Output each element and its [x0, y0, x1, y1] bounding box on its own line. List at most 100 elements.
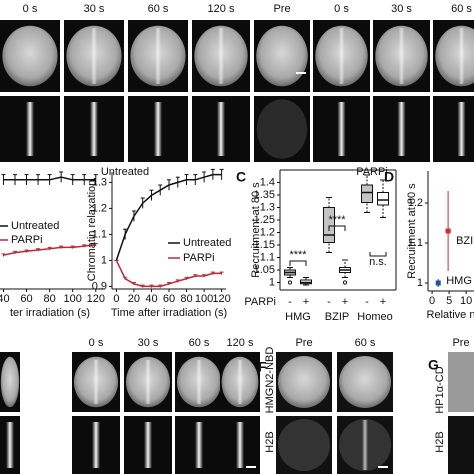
scale-bar [296, 72, 306, 74]
image-cell [433, 96, 474, 162]
image-header: 30 s [138, 337, 159, 349]
image-header: 0 s [334, 3, 349, 15]
nucleus [278, 356, 330, 408]
y-tick-label: 1.35 [254, 189, 275, 201]
y-tick-label: 1.1 [408, 237, 423, 249]
stripe [154, 102, 162, 156]
x-tick-label: 120 [212, 293, 230, 305]
row-tick: - [327, 296, 331, 308]
stripe [196, 360, 202, 404]
y-tick-label: 1.1 [92, 228, 107, 240]
stripe [458, 28, 465, 84]
row-tick: - [365, 296, 369, 308]
stripe [26, 102, 34, 156]
point [445, 228, 451, 234]
x-tick-label: Homeo [357, 311, 392, 323]
stripe [93, 360, 99, 404]
legend-label: PARPi [11, 234, 43, 246]
nucleus [0, 356, 20, 408]
x-tick-label: 40 [0, 293, 10, 305]
significance-bracket [328, 225, 346, 231]
x-tick-label: 120 [87, 293, 105, 305]
row-label: HP1α-CD [434, 366, 446, 413]
significance: **** [328, 214, 346, 226]
row-tick: + [303, 296, 309, 308]
x-tick-label: 100 [195, 293, 213, 305]
legend-label: Untreated [11, 220, 59, 232]
legend-label: PARPi [183, 252, 215, 264]
y-tick-label: 0.9 [92, 280, 107, 292]
legend-label: Untreated [183, 237, 231, 249]
stripe [337, 102, 346, 156]
y-tick-label: 1 [417, 277, 423, 289]
significance-bracket [289, 260, 307, 266]
x-tick-label: HMG [285, 311, 311, 323]
y-tick-label: 1.05 [254, 264, 275, 276]
image-header: 0 s [23, 3, 38, 15]
outlier [287, 280, 293, 285]
nucleus [256, 25, 308, 87]
panel-letter: F [258, 359, 267, 375]
x-axis-label: ter irradiation (s) [10, 307, 90, 319]
x-tick-label: 5 [446, 295, 452, 307]
point [435, 280, 441, 286]
image-header: 60 s [355, 337, 376, 349]
stripe [144, 422, 152, 468]
box [377, 192, 389, 206]
stripe [237, 360, 243, 404]
row-label: H2B [434, 431, 446, 452]
x-tick-label: 0 [429, 295, 435, 307]
group-label: Untreated [101, 166, 149, 178]
image-header: 30 s [84, 3, 105, 15]
y-tick-label: 1.3 [92, 176, 107, 188]
scale-bar [378, 466, 388, 468]
x-tick-label: 10 [460, 295, 472, 307]
image-cell [448, 416, 474, 474]
x-tick-label: 20 [128, 293, 140, 305]
panel-letter: D [384, 169, 394, 185]
row-tick: + [342, 296, 348, 308]
x-tick-label: 60 [163, 293, 175, 305]
stripe [6, 422, 14, 468]
scale-bar [246, 466, 256, 468]
stripe [217, 102, 225, 156]
stripe [145, 360, 151, 404]
x-tick-label: 80 [43, 293, 55, 305]
y-tick-label: 1.1 [260, 251, 275, 263]
x-axis-label: Time after irradiation (s) [111, 307, 227, 319]
stripe [218, 28, 224, 84]
micrographs [0, 20, 474, 474]
panel-letter: C [236, 169, 246, 185]
stripe [397, 102, 406, 156]
stripe [338, 28, 345, 84]
y-tick-label: 1.15 [254, 239, 275, 251]
outlier [342, 280, 348, 285]
stripe [155, 28, 161, 84]
image-header: 60 s [189, 337, 210, 349]
significance: n.s. [369, 256, 387, 268]
point-label: HMG [446, 275, 472, 287]
y-axis-label: Recruitment at 80 s [250, 182, 262, 278]
row-label: PARPi [244, 296, 276, 308]
x-tick-label: 40 [145, 293, 157, 305]
image-header: Pre [273, 3, 290, 15]
stripe [195, 422, 203, 468]
stripe [92, 422, 100, 468]
row-label: HMGN2-NBD [264, 347, 276, 414]
image-header: Pre [295, 337, 312, 349]
row-label: H2B [264, 431, 276, 452]
nucleus [256, 99, 308, 159]
image-header: 0 s [89, 337, 104, 349]
x-tick-label: BZIP [325, 311, 349, 323]
stripe [91, 28, 97, 84]
y-tick-label: 1.2 [92, 202, 107, 214]
image-header: 60 s [451, 3, 472, 15]
x-tick-label: 60 [20, 293, 32, 305]
stripe [398, 28, 405, 84]
point-label: BZI [456, 235, 473, 247]
box [323, 207, 335, 243]
stripe [236, 422, 244, 468]
image-header: Pre [452, 337, 469, 349]
y-tick-label: 1.4 [260, 176, 275, 188]
